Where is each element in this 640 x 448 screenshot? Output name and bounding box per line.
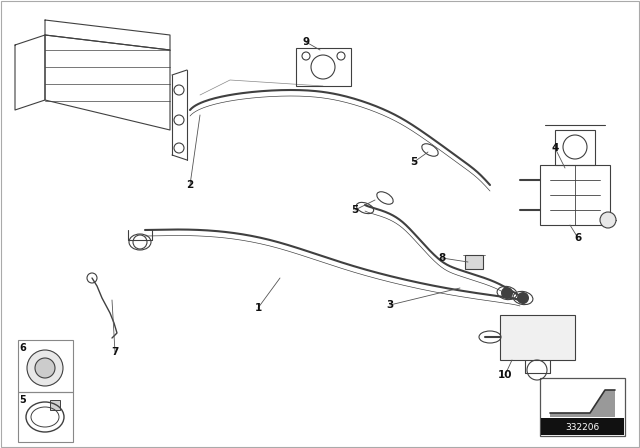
Bar [540,165,610,225]
Text: 3: 3 [387,300,394,310]
Text: 6: 6 [20,343,26,353]
Bar [465,255,483,269]
Bar [555,130,595,165]
Text: 9: 9 [303,37,310,47]
Circle shape [600,212,616,228]
Text: 5: 5 [20,395,26,405]
Text: 8: 8 [438,253,445,263]
Circle shape [35,358,55,378]
Bar [18,340,73,392]
Bar [18,392,73,442]
Text: 5: 5 [351,205,358,215]
Circle shape [27,350,63,386]
Bar [541,418,624,435]
Bar [50,400,60,410]
Text: 332206: 332206 [565,423,599,432]
Text: 5: 5 [410,157,418,167]
Polygon shape [550,390,615,417]
Bar [540,378,625,436]
Text: 1: 1 [254,303,262,313]
Text: 7: 7 [111,347,118,357]
Bar [296,48,351,86]
Text: 4: 4 [551,143,559,153]
Circle shape [501,287,513,299]
Text: 6: 6 [574,233,582,243]
Text: 10: 10 [498,370,512,380]
Circle shape [517,292,529,304]
Bar [500,315,575,360]
Text: 2: 2 [186,180,194,190]
